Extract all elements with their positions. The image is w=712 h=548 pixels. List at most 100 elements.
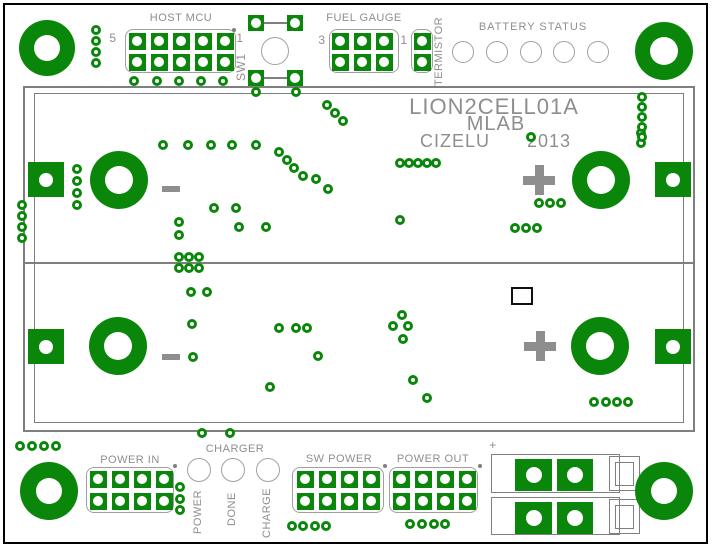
drill-hole — [290, 18, 300, 28]
fuel-gauge-header-pin — [353, 32, 371, 50]
drill-hole — [396, 474, 406, 484]
drill-hole — [290, 73, 300, 83]
battery-contact-pad — [655, 162, 691, 197]
plus-vertical-bar — [535, 331, 545, 361]
host-mcu-header-pin — [194, 32, 212, 50]
battery-contact-pad — [28, 329, 64, 364]
termistor-header-outline — [411, 29, 433, 73]
mounting-hole-ring — [635, 22, 693, 80]
via — [194, 252, 204, 262]
host-mcu-header-pin — [128, 32, 146, 50]
via — [174, 230, 184, 240]
drill-hole — [440, 474, 450, 484]
drill-hole — [36, 478, 62, 504]
sw-power-header-pin — [318, 470, 336, 488]
via — [534, 198, 544, 208]
via — [17, 222, 27, 232]
host-mcu-header-pin — [150, 53, 168, 71]
via — [408, 375, 418, 385]
via — [15, 441, 25, 451]
fuel-gauge-pin3-label: 3 — [318, 33, 326, 47]
drill-hole — [39, 339, 53, 354]
via — [440, 519, 450, 529]
drill-hole — [115, 496, 125, 506]
terminal-polarity-label: + — [489, 438, 497, 452]
sw1-pad — [287, 70, 303, 86]
power-in-header-pin — [155, 470, 173, 488]
battery-terminal-ring — [89, 317, 147, 375]
via — [227, 140, 237, 150]
via — [532, 223, 542, 233]
via — [526, 132, 536, 142]
via — [311, 174, 321, 184]
drill-hole — [525, 467, 542, 483]
via — [298, 521, 308, 531]
drill-hole — [39, 172, 53, 187]
via — [174, 76, 184, 86]
terminal-block-pad — [557, 459, 593, 491]
via — [310, 521, 320, 531]
via — [175, 482, 185, 492]
power-in-label: POWER IN — [100, 454, 160, 466]
via — [637, 102, 647, 112]
via — [175, 505, 185, 515]
via — [338, 116, 348, 126]
via — [395, 215, 405, 225]
drill-hole — [251, 73, 261, 83]
drill-hole — [220, 57, 230, 67]
via — [129, 76, 139, 86]
via — [388, 321, 398, 331]
battery-plus-mark — [524, 331, 556, 361]
battery-contact-pad — [28, 162, 64, 197]
via — [282, 155, 292, 165]
via — [72, 200, 82, 210]
drill-hole — [357, 57, 367, 67]
via — [274, 147, 284, 157]
sw-power-header-pin — [296, 492, 314, 510]
fuel-gauge-pin1-label: 1 — [400, 33, 408, 47]
drill-hole — [251, 18, 261, 28]
via — [556, 198, 566, 208]
sw1-pad — [248, 70, 264, 86]
drill-hole — [586, 332, 614, 360]
drill-hole — [159, 496, 169, 506]
pin1-marker-dot — [173, 464, 177, 468]
via — [188, 352, 198, 362]
via — [17, 200, 27, 210]
drill-hole — [104, 332, 132, 360]
battery-terminal-ring — [572, 151, 630, 209]
sw1-pad — [287, 15, 303, 31]
power-in-header-outline — [86, 467, 174, 513]
drill-hole — [198, 57, 208, 67]
plus-vertical-bar — [534, 165, 544, 195]
charger-led — [187, 458, 211, 482]
via — [196, 76, 206, 86]
host-mcu-header-outline — [125, 29, 236, 73]
host-mcu-pin5-label: 5 — [109, 31, 117, 45]
pin1-marker-dot — [383, 464, 387, 468]
via — [261, 222, 271, 232]
drill-hole — [322, 496, 332, 506]
via — [422, 393, 432, 403]
board-author: CIZELU — [419, 131, 491, 151]
board-year: 2013 — [526, 131, 572, 151]
charger-led-done-label: DONE — [226, 492, 238, 526]
via — [174, 263, 184, 273]
via — [521, 223, 531, 233]
via — [323, 184, 333, 194]
via — [91, 25, 101, 35]
via — [265, 382, 275, 392]
battery-status-led — [520, 41, 542, 63]
drill-hole — [567, 510, 583, 526]
battery-contact-pad — [655, 329, 691, 364]
via — [274, 323, 284, 333]
via — [39, 441, 49, 451]
board-outline-inner — [34, 93, 684, 423]
image-border — [3, 3, 708, 544]
via — [234, 222, 244, 232]
via — [510, 223, 520, 233]
power-out-header-pin — [414, 492, 432, 510]
charger-led-power-label: POWER — [192, 489, 204, 534]
drill-hole — [220, 36, 230, 46]
power-out-header-pin — [458, 492, 476, 510]
